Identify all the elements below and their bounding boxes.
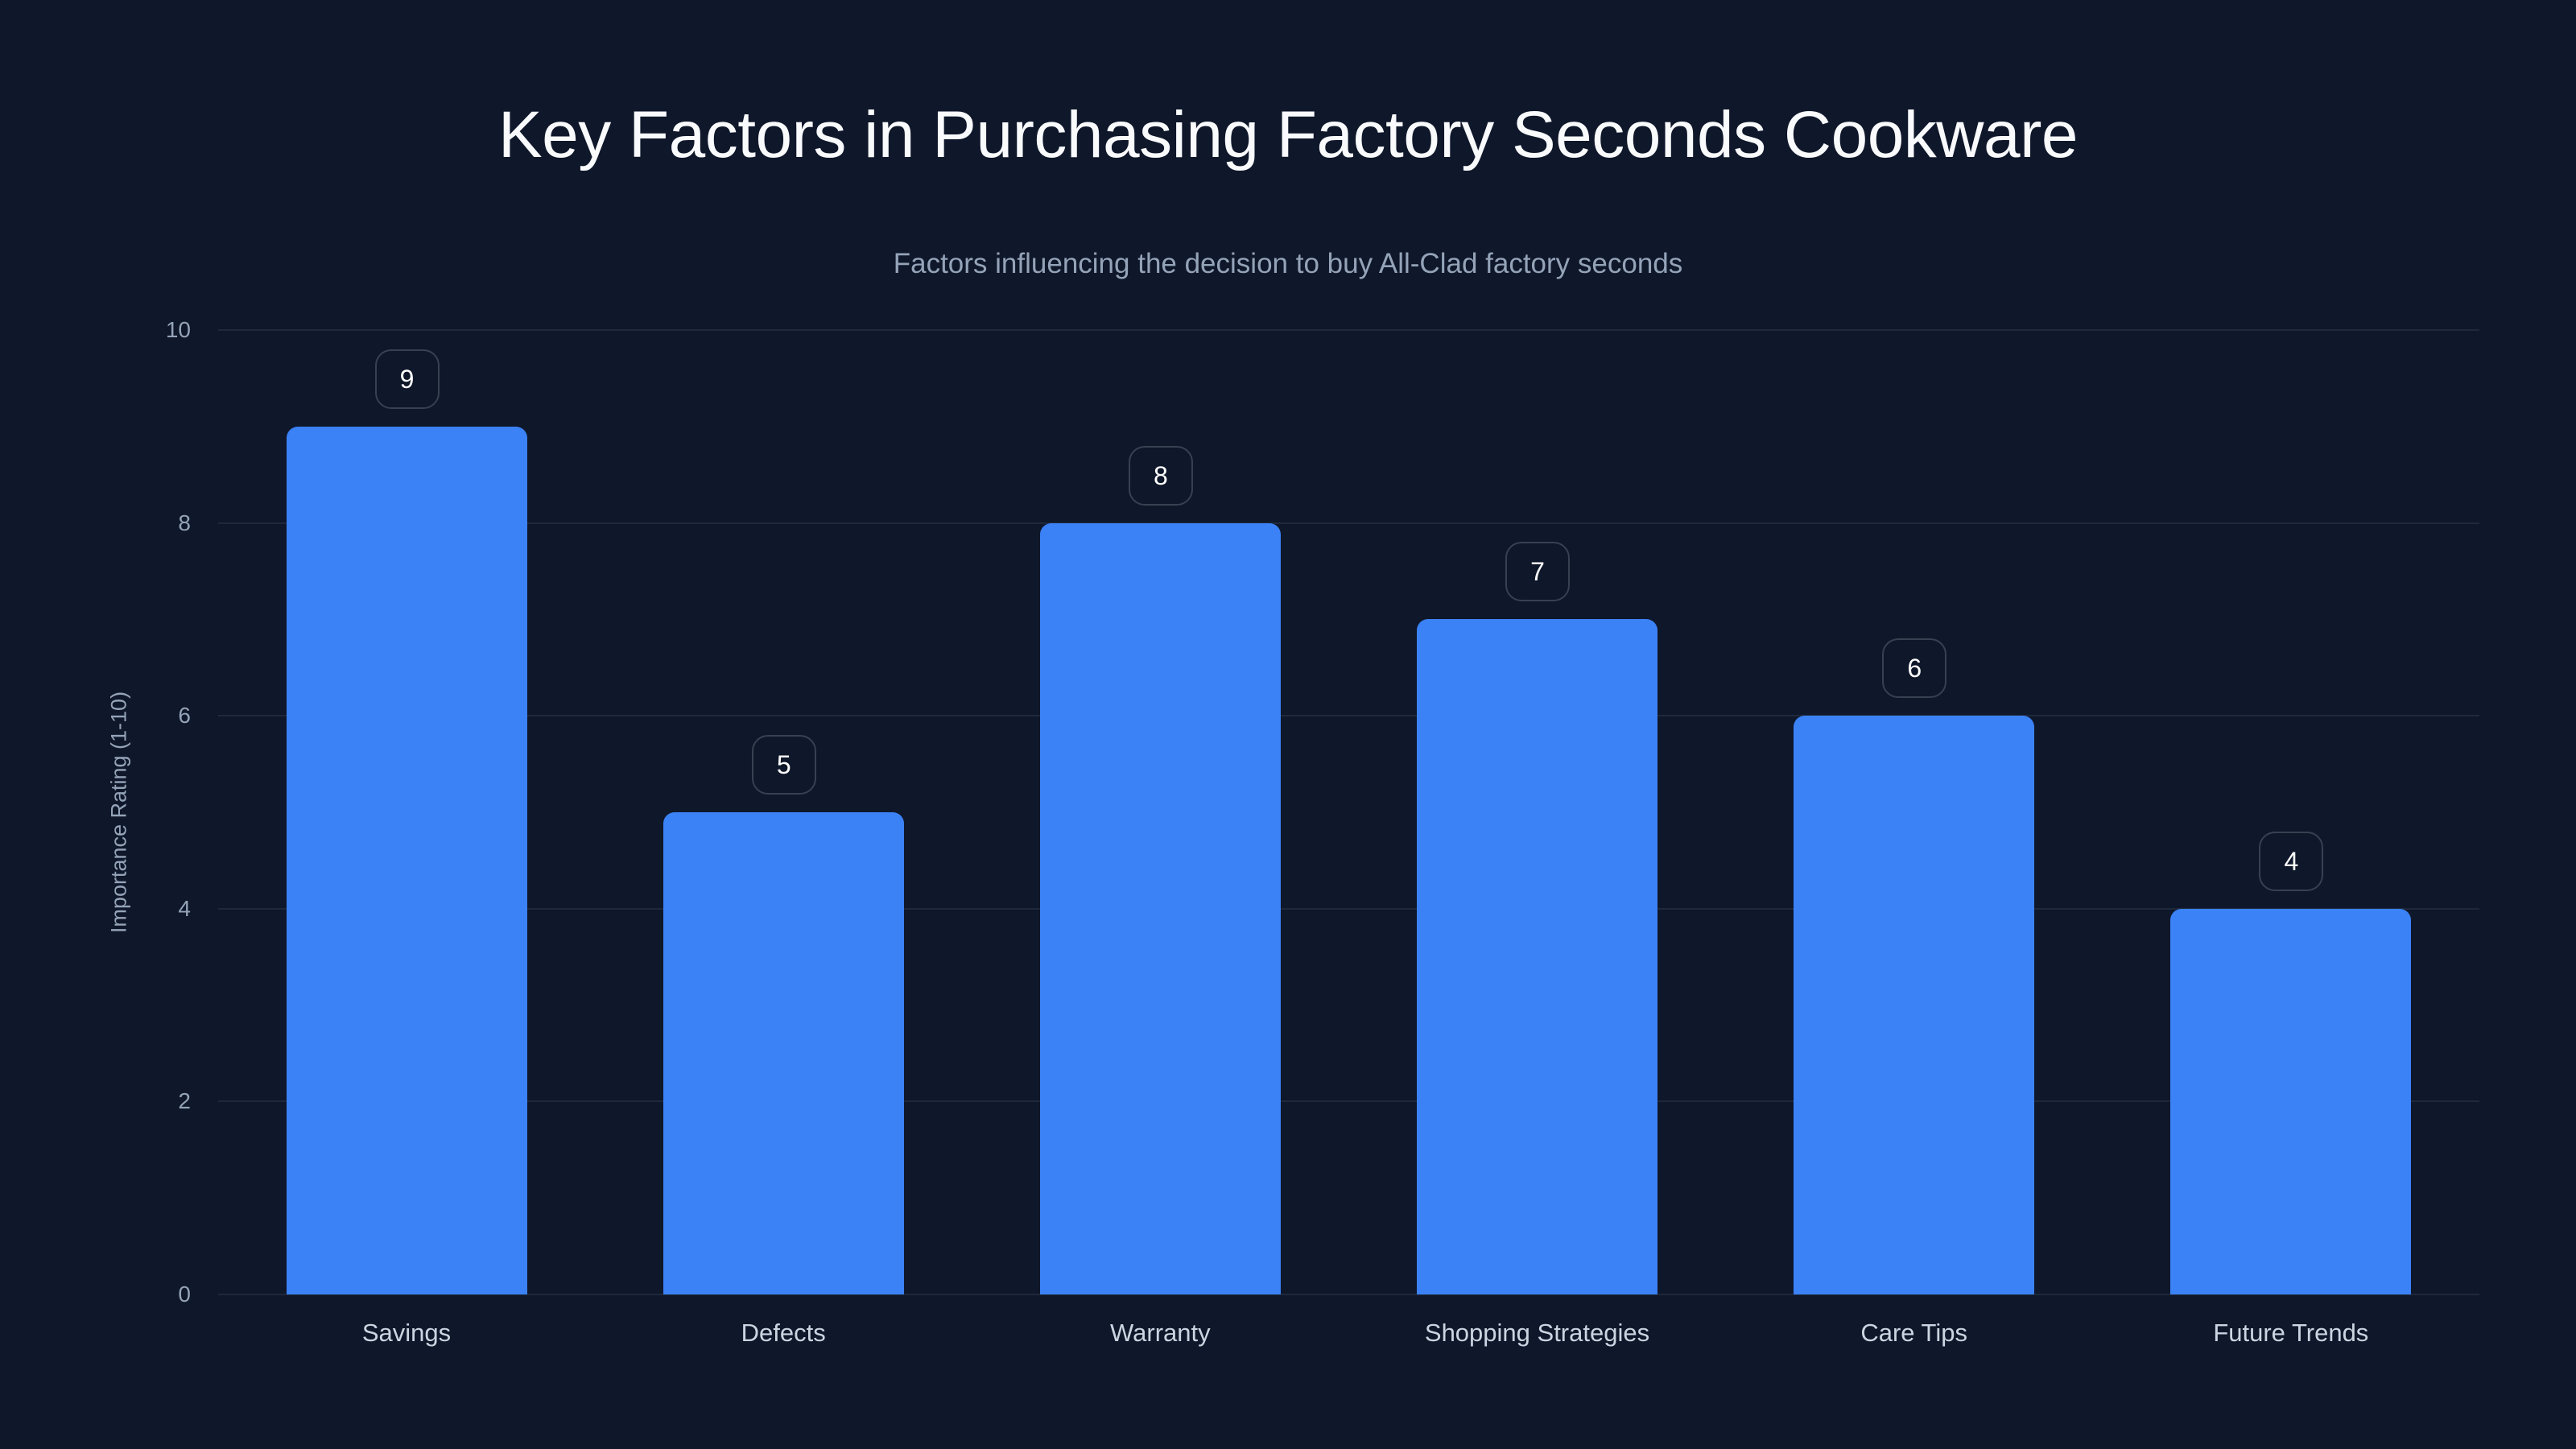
bar-value-label: 9 [374,349,440,409]
bar [2170,908,2412,1294]
plot-area: 0 2 4 6 8 10 9 5 8 7 6 4 [166,317,2479,1307]
gridline-6 [218,715,2479,717]
bar-group: 7 [1349,330,1726,1294]
x-axis-category-label: Warranty [1110,1319,1211,1347]
bar [663,812,904,1294]
y-tick-label: 4 [178,895,191,921]
y-tick-label: 8 [178,510,191,535]
y-tick-label: 2 [178,1088,191,1114]
gridline-4 [218,907,2479,910]
bar [1039,522,1281,1294]
y-tick-label: 6 [178,703,191,729]
gridline-0 [218,1294,2479,1295]
bar-value-label: 6 [1882,638,1947,699]
chart-subtitle: Factors influencing the decision to buy … [893,248,1683,279]
x-axis-category-label: Care Tips [1860,1319,1967,1347]
bar-value-label: 5 [751,735,816,795]
x-axis-category-label: Defects [741,1319,826,1347]
y-tick-label: 10 [165,317,191,342]
bar [1417,619,1658,1294]
y-tick-label: 0 [178,1282,191,1307]
gridline-10 [218,329,2479,331]
bar-value-label: 4 [2259,831,2324,891]
bar-group: 5 [595,330,972,1294]
x-axis-category-label: Savings [361,1319,452,1347]
gridline-8 [218,522,2479,524]
bar-group: 8 [972,330,1348,1294]
bar [1794,716,2035,1294]
gridline-2 [218,1100,2479,1103]
bar-value-label: 8 [1128,445,1193,506]
chart-title: Key Factors in Purchasing Factory Second… [497,98,2079,171]
x-axis-category-label: Future Trends [2213,1319,2369,1347]
bar-value-label: 7 [1505,542,1571,602]
x-axis-category-label: Shopping Strategies [1424,1319,1650,1347]
bar [286,426,527,1294]
bar-group: 6 [1726,330,2103,1294]
bar-group: 4 [2103,330,2479,1294]
bar-group: 9 [218,330,595,1294]
